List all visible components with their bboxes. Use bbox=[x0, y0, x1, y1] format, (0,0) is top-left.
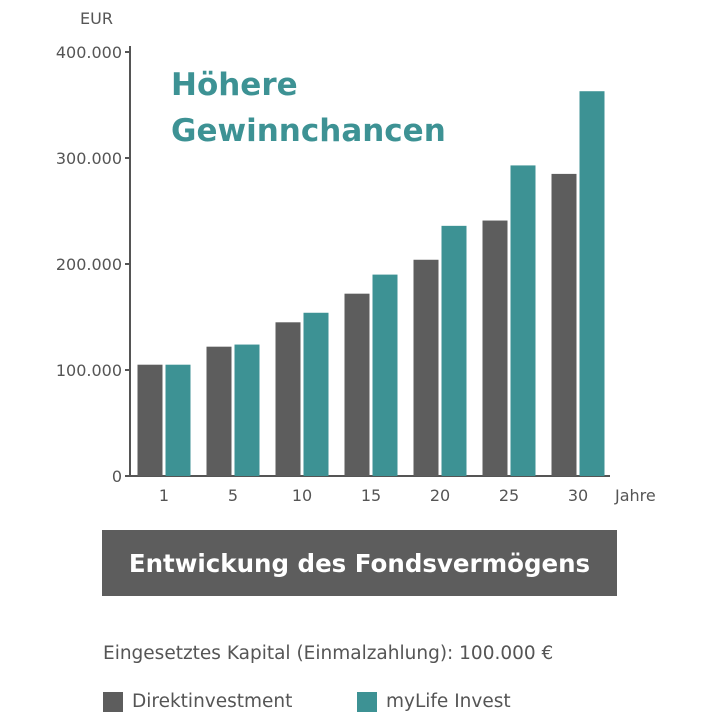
bar-direktinvestment bbox=[413, 259, 439, 476]
bar-mylife-invest bbox=[579, 91, 605, 476]
chart-headline: Höhere Gewinnchancen bbox=[171, 62, 446, 154]
legend-swatch-direktinvestment bbox=[103, 691, 123, 712]
y-axis-label: EUR bbox=[80, 9, 113, 28]
capital-note: Eingesetztes Kapital (Einmalzahlung): 10… bbox=[103, 643, 554, 664]
bar-direktinvestment bbox=[275, 322, 301, 476]
y-tick-label: 200.000 bbox=[56, 255, 122, 274]
x-tick-label: 5 bbox=[228, 486, 238, 505]
y-tick-label: 0 bbox=[112, 467, 122, 486]
legend-label-direktinvestment: Direktinvestment bbox=[132, 691, 293, 712]
x-tick-label: 20 bbox=[430, 486, 450, 505]
bar-direktinvestment bbox=[551, 173, 577, 476]
y-tick-label: 100.000 bbox=[56, 361, 122, 380]
bar-mylife-invest bbox=[441, 225, 467, 476]
bar-mylife-invest bbox=[372, 274, 398, 476]
legend-item-mylife-invest: myLife Invest bbox=[357, 691, 511, 712]
bar-direktinvestment bbox=[344, 293, 370, 476]
legend-item-direktinvestment: Direktinvestment bbox=[103, 691, 292, 712]
bar-direktinvestment bbox=[206, 346, 232, 476]
bar-mylife-invest bbox=[510, 165, 536, 477]
legend-swatch-mylife-invest bbox=[357, 691, 377, 712]
bar-mylife-invest bbox=[234, 344, 260, 476]
x-tick-label: 1 bbox=[159, 486, 169, 505]
x-tick-label: 30 bbox=[568, 486, 588, 505]
x-axis-label: Jahre bbox=[614, 486, 656, 505]
bar-direktinvestment bbox=[137, 364, 163, 476]
x-tick-label: 15 bbox=[361, 486, 381, 505]
bar-mylife-invest bbox=[303, 312, 329, 476]
y-tick-label: 400.000 bbox=[56, 43, 122, 62]
legend-label-mylife-invest: myLife Invest bbox=[386, 691, 511, 712]
x-tick-label: 25 bbox=[499, 486, 519, 505]
y-tick-label: 300.000 bbox=[56, 149, 122, 168]
headline-line-2: Gewinnchancen bbox=[171, 113, 446, 149]
bar-mylife-invest bbox=[165, 364, 191, 476]
bar-direktinvestment bbox=[482, 220, 508, 476]
headline-line-1: Höhere bbox=[171, 67, 298, 103]
x-tick-label: 10 bbox=[292, 486, 312, 505]
title-banner: Entwickung des Fondsvermögens bbox=[102, 530, 617, 596]
